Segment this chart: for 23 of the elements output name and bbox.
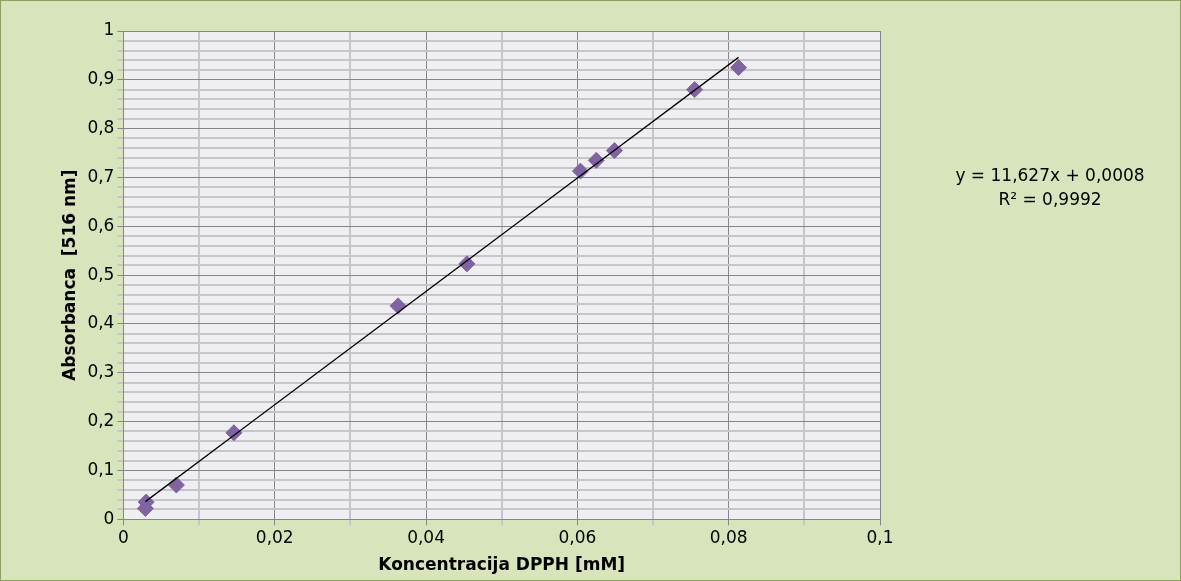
point [730,59,748,77]
y-tick-label: 0,9 [87,68,115,89]
y-axis-title: Absorbanca [516 nm] [58,169,79,381]
y-tick-label: 0,1 [87,458,115,479]
x-tick-label: 0,08 [709,526,748,547]
y-tick-label: 1 [103,19,115,40]
x-tick-label: 0,04 [407,526,445,547]
point [389,297,407,315]
text: y = 11,627x + 0,0008 [955,165,1145,185]
x-tick-label: 0,06 [558,526,597,547]
y-tick-label: 0,4 [87,312,115,333]
y-tick-label: 0,2 [87,409,115,430]
y-tick-label: 0,5 [87,263,115,284]
text: R² = 0,9992 [998,189,1102,209]
y-tick-label: 0,3 [87,361,115,382]
x-tick-label: 0 [118,526,129,547]
y-tick-label: 0,7 [87,165,115,186]
y-tick-label: 0,6 [87,214,115,235]
x-tick-label: 0,1 [866,526,894,547]
y-tick-label: 0 [103,507,115,528]
y-tick-label: 0,8 [87,117,115,138]
x-axis-title: Koncentracija DPPH [mM] [378,554,626,575]
x-tick-label: 0,02 [255,526,294,547]
